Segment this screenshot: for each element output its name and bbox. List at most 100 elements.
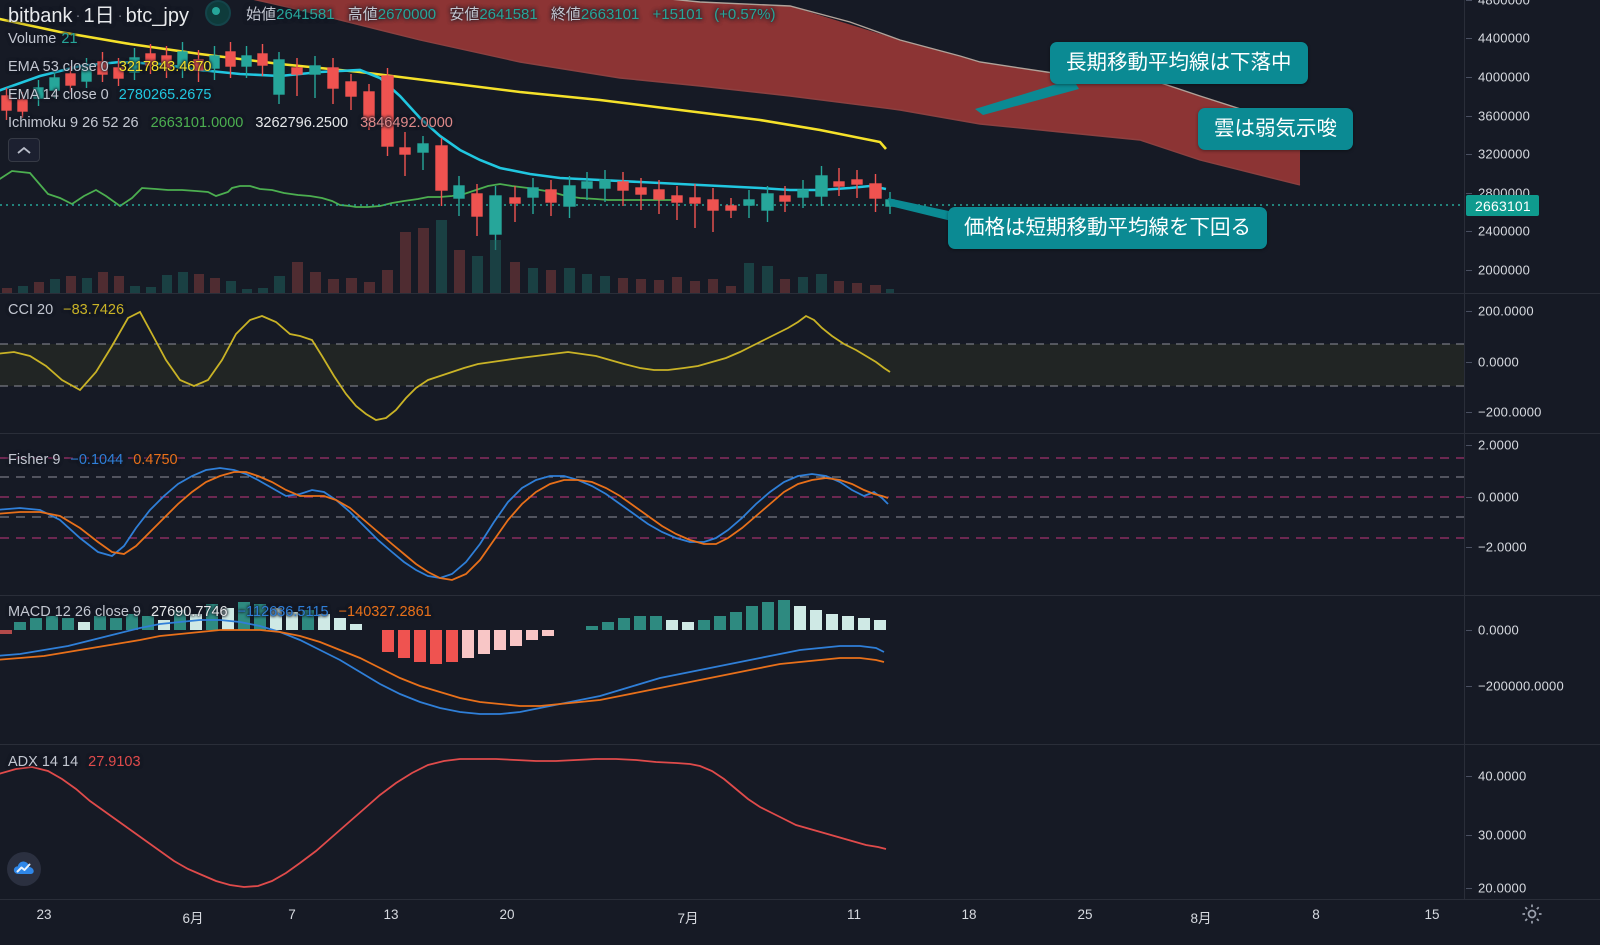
macd-tick: 0.0000 xyxy=(1478,622,1519,638)
time-axis-label: 15 xyxy=(1424,907,1440,922)
annotation-cloud-bearish[interactable]: 雲は弱気示唆 xyxy=(1198,108,1353,150)
cci-tick: 200.0000 xyxy=(1478,303,1534,319)
low-label: 安値 xyxy=(449,6,480,23)
legend-adx[interactable]: ADX 14 14 27.9103 xyxy=(8,754,141,770)
legend-cci[interactable]: CCI 20 −83.7426 xyxy=(8,302,124,318)
fisher-line xyxy=(0,467,889,579)
legend-volume[interactable]: Volume 21 xyxy=(8,31,78,47)
annotation-long-ma-text: 長期移動平均線は下落中 xyxy=(1066,51,1292,74)
adx-axis[interactable]: 40.0000 30.0000 20.0000 xyxy=(1464,745,1600,899)
time-axis-label: 20 xyxy=(499,907,515,922)
chikou-span-line xyxy=(0,170,680,208)
price-tick: 3200000 xyxy=(1478,146,1531,162)
exchange-name[interactable]: bitbank xyxy=(8,5,73,27)
annotation-price-below-ma[interactable]: 価格は短期移動平均線を下回る xyxy=(948,207,1267,249)
macd-axis[interactable]: 0.0000 −200000.0000 xyxy=(1464,596,1600,744)
legend-adx-value: 27.9103 xyxy=(88,754,141,770)
axis-divider xyxy=(1464,0,1465,900)
macd-pane[interactable] xyxy=(0,596,1464,744)
cci-axis[interactable]: 200.0000 0.0000 −200.0000 xyxy=(1464,294,1600,433)
price-tick: 4000000 xyxy=(1478,69,1531,85)
annotation-long-ma[interactable]: 長期移動平均線は下落中 xyxy=(1050,42,1308,84)
macd-line xyxy=(0,619,885,715)
current-price-badge: 2663101 xyxy=(1466,195,1539,216)
legend-ichimoku-v1: 2663101.0000 xyxy=(150,115,244,131)
connection-status-dot xyxy=(204,0,231,26)
fisher-tick: 0.0000 xyxy=(1478,489,1519,505)
time-axis[interactable]: 23 6月 7 13 20 7月 11 18 25 8月 8 15 xyxy=(0,900,1600,945)
interval-label[interactable]: 1日 xyxy=(83,5,115,27)
annotation-price-below-ma-text: 価格は短期移動平均線を下回る xyxy=(964,216,1251,239)
time-axis-label: 7 xyxy=(288,907,296,922)
legend-ichimoku-v2: 3262796.2500 xyxy=(255,115,349,131)
price-tick: 2400000 xyxy=(1478,223,1531,239)
legend-fisher[interactable]: Fisher 9 −0.1044 0.4750 xyxy=(8,452,178,468)
open-label: 始値 xyxy=(246,6,277,23)
time-axis-label: 11 xyxy=(846,907,862,922)
adx-tick: 40.0000 xyxy=(1478,768,1527,784)
annotation-cloud-bearish-text: 雲は弱気示唆 xyxy=(1214,117,1337,140)
time-axis-label: 6月 xyxy=(182,911,204,926)
chevron-up-icon xyxy=(17,146,31,154)
legend-ema14-title: EMA 14 close 0 xyxy=(8,87,109,103)
change-value: +15101 xyxy=(652,6,703,23)
low-value: 2641581 xyxy=(479,6,538,23)
annotation-tail-long-ma xyxy=(975,79,1079,115)
legend-macd-v1: 27690.7746 xyxy=(150,604,228,620)
legend-ema14[interactable]: EMA 14 close 0 2780265.2675 xyxy=(8,87,212,103)
adx-tick: 20.0000 xyxy=(1478,880,1527,896)
adx-line xyxy=(0,758,887,888)
legend-macd-title: MACD 12 26 close 9 xyxy=(8,604,141,620)
legend-volume-value: 21 xyxy=(61,31,78,47)
open-value: 2641581 xyxy=(276,6,335,23)
app-logo[interactable] xyxy=(7,852,41,886)
legend-macd-v2: −112636.5115 xyxy=(237,604,329,620)
fisher-axis[interactable]: 2.0000 0.0000 −2.0000 xyxy=(1464,434,1600,595)
time-axis-label: 18 xyxy=(961,907,977,922)
price-axis[interactable]: 4800000 4400000 4000000 3600000 3200000 … xyxy=(1464,0,1600,293)
close-label: 終値 xyxy=(550,6,581,23)
price-tick: 3600000 xyxy=(1478,108,1531,124)
change-percent: (+0.57%) xyxy=(714,6,776,23)
collapse-pane-button[interactable] xyxy=(8,138,40,162)
price-tick: 4800000 xyxy=(1478,0,1531,8)
time-axis-label: 7月 xyxy=(677,911,699,926)
legend-ichimoku-v3: 3846492.0000 xyxy=(360,115,453,131)
legend-ema53-title: EMA 53 close 0 xyxy=(8,59,109,75)
ichimoku-cloud xyxy=(256,0,1300,185)
legend-volume-title: Volume xyxy=(8,31,57,47)
legend-cci-title: CCI 20 xyxy=(8,302,54,318)
legend-ema14-value: 2780265.2675 xyxy=(118,87,212,103)
adx-tick: 30.0000 xyxy=(1478,827,1527,843)
adx-pane[interactable] xyxy=(0,745,1464,899)
cci-band xyxy=(0,344,1464,386)
candlestick-series xyxy=(1,42,895,250)
legend-macd[interactable]: MACD 12 26 close 9 27690.7746 −112636.5115… xyxy=(8,604,432,620)
symbol-name[interactable]: btc_jpy xyxy=(125,5,189,27)
macd-signal-line xyxy=(0,629,885,707)
fisher-trigger-line xyxy=(0,471,889,581)
time-axis-label: 23 xyxy=(36,907,52,922)
cci-tick: 0.0000 xyxy=(1478,354,1519,370)
gear-icon[interactable] xyxy=(1519,901,1545,927)
price-tick: 4400000 xyxy=(1478,30,1531,46)
price-tick: 2000000 xyxy=(1478,262,1531,278)
chart-header[interactable]: bitbank · 1日 · btc_jpy 始値2641581 高値2670000 安… xyxy=(8,0,775,28)
cci-line xyxy=(0,310,891,421)
legend-ema53[interactable]: EMA 53 close 0 3217843.4670 xyxy=(8,59,212,75)
legend-macd-v3: −140327.2861 xyxy=(338,604,432,620)
cci-pane[interactable] xyxy=(0,294,1464,433)
macd-histogram xyxy=(0,600,886,664)
legend-adx-title: ADX 14 14 xyxy=(8,754,79,770)
time-axis-label: 8月 xyxy=(1190,911,1212,926)
senkou-span-b-line xyxy=(253,0,1301,186)
cci-tick: −200.0000 xyxy=(1478,404,1542,420)
fisher-tick: 2.0000 xyxy=(1478,437,1519,453)
fisher-pane[interactable] xyxy=(0,434,1464,595)
ohlc-readout: 始値2641581 高値2670000 安値2641581 終値2663101 … xyxy=(246,6,775,23)
legend-ichimoku[interactable]: Ichimoku 9 26 52 26 2663101.0000 3262796.2… xyxy=(8,115,453,131)
high-label: 高値 xyxy=(347,6,378,23)
time-axis-label: 13 xyxy=(383,907,399,922)
legend-cci-value: −83.7426 xyxy=(63,302,125,318)
cloud-chart-icon xyxy=(13,861,34,874)
